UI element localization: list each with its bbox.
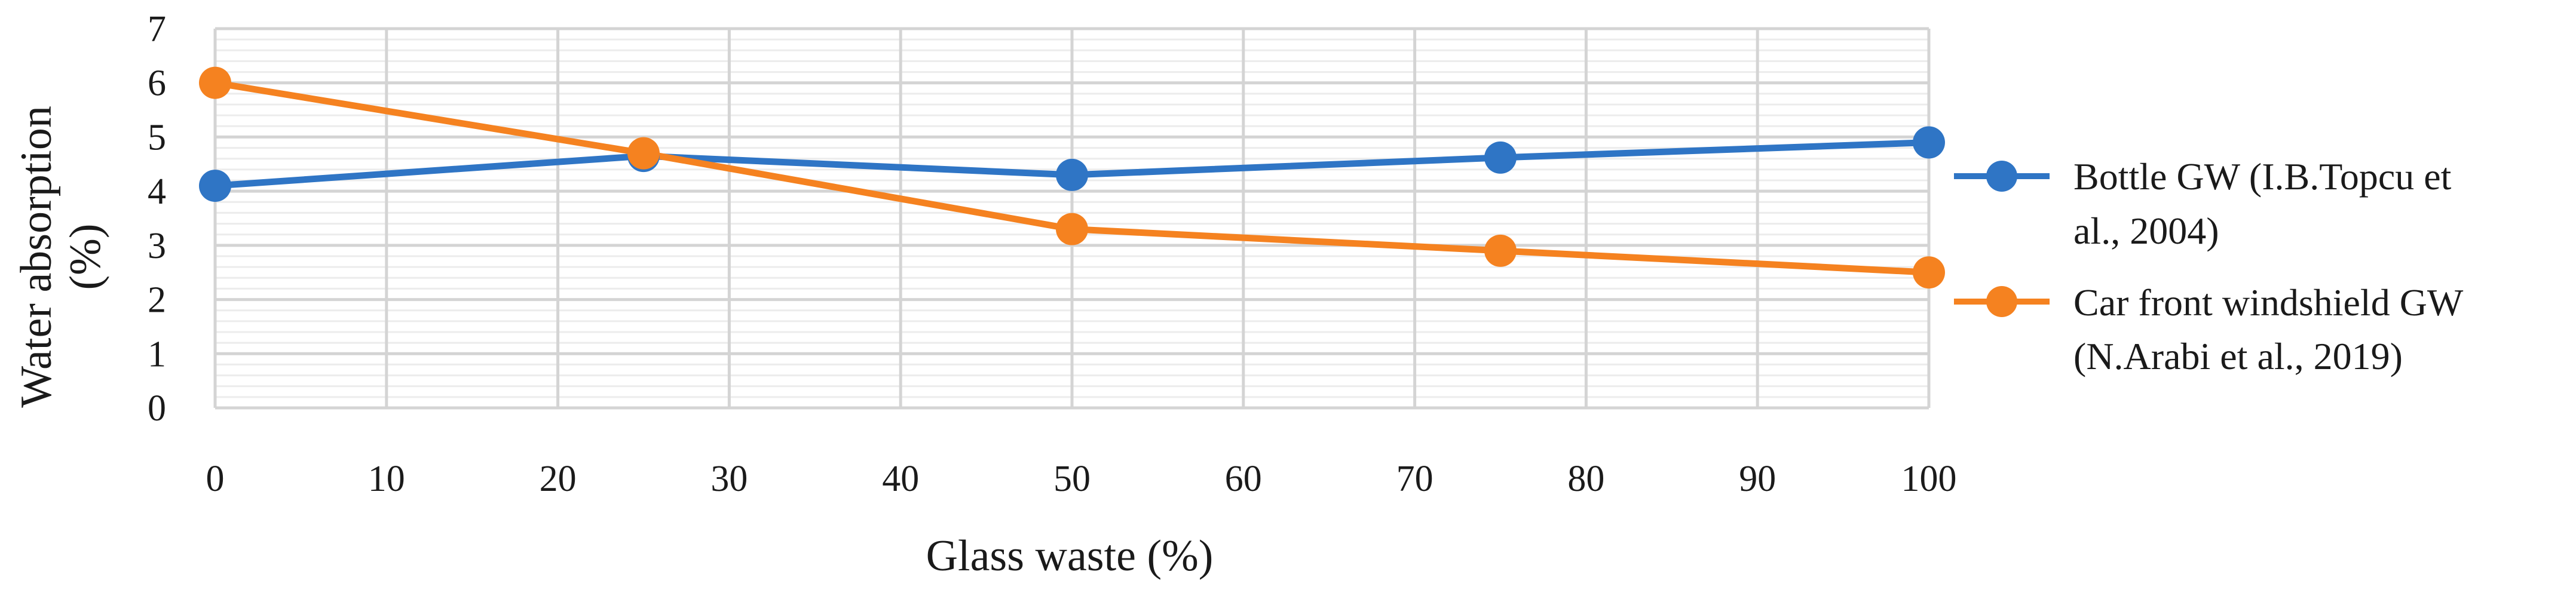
x-tick-label: 60	[1225, 459, 1262, 499]
y-tick-label: 4	[148, 171, 166, 212]
legend: Bottle GW (I.B.Topcu et al., 2004) Car f…	[1954, 155, 2464, 377]
x-tick-label: 30	[710, 459, 748, 499]
series-1-point	[1913, 256, 1945, 289]
y-tick-label: 5	[148, 117, 166, 158]
x-axis-title: Glass waste (%)	[926, 531, 1214, 580]
y-axis-ticks: 0 1 2 3 4 5 6 7	[148, 9, 166, 429]
series-1-point	[627, 137, 660, 170]
x-tick-label: 40	[882, 459, 919, 499]
series-0-point	[1056, 158, 1088, 191]
x-tick-label: 90	[1739, 459, 1776, 499]
legend-label-bottle-line-2: al., 2004)	[2073, 210, 2219, 252]
y-axis-title: Water absorption (%)	[12, 106, 110, 408]
series-1-point	[1056, 213, 1088, 245]
x-tick-label: 50	[1053, 459, 1091, 499]
y-axis-title-line-2: (%)	[61, 224, 110, 290]
legend-marker-bottle	[1986, 161, 2017, 192]
y-tick-label: 3	[148, 226, 166, 266]
y-axis-title-line-1: Water absorption	[12, 106, 61, 408]
x-tick-label: 0	[206, 459, 225, 499]
series-0-point	[1484, 141, 1517, 174]
series-layer	[199, 66, 1945, 289]
x-tick-label: 10	[368, 459, 405, 499]
y-tick-label: 7	[148, 9, 166, 50]
x-tick-label: 80	[1567, 459, 1604, 499]
legend-marker-windshield	[1986, 286, 2017, 317]
series-0-point	[1913, 126, 1945, 159]
legend-item-windshield: Car front windshield GW (N.Arabi et al.,…	[1954, 281, 2464, 377]
x-tick-label: 100	[1901, 459, 1957, 499]
y-tick-label: 6	[148, 63, 166, 104]
series-1-point	[199, 66, 231, 99]
legend-label-bottle-line-1: Bottle GW (I.B.Topcu et	[2073, 155, 2452, 198]
x-tick-label: 70	[1396, 459, 1434, 499]
y-tick-label: 0	[148, 388, 166, 429]
series-1-point	[1484, 234, 1517, 267]
legend-label-windshield-line-2: (N.Arabi et al., 2019)	[2073, 335, 2403, 377]
y-tick-label: 2	[148, 280, 166, 321]
y-tick-label: 1	[148, 334, 166, 374]
legend-label-windshield-line-1: Car front windshield GW	[2073, 281, 2464, 324]
x-axis-ticks: 0 10 20 30 40 50 60 70 80 90 100	[206, 459, 1957, 499]
series-0-point	[199, 170, 231, 202]
x-tick-label: 20	[540, 459, 577, 499]
legend-item-bottle: Bottle GW (I.B.Topcu et al., 2004)	[1954, 155, 2452, 252]
